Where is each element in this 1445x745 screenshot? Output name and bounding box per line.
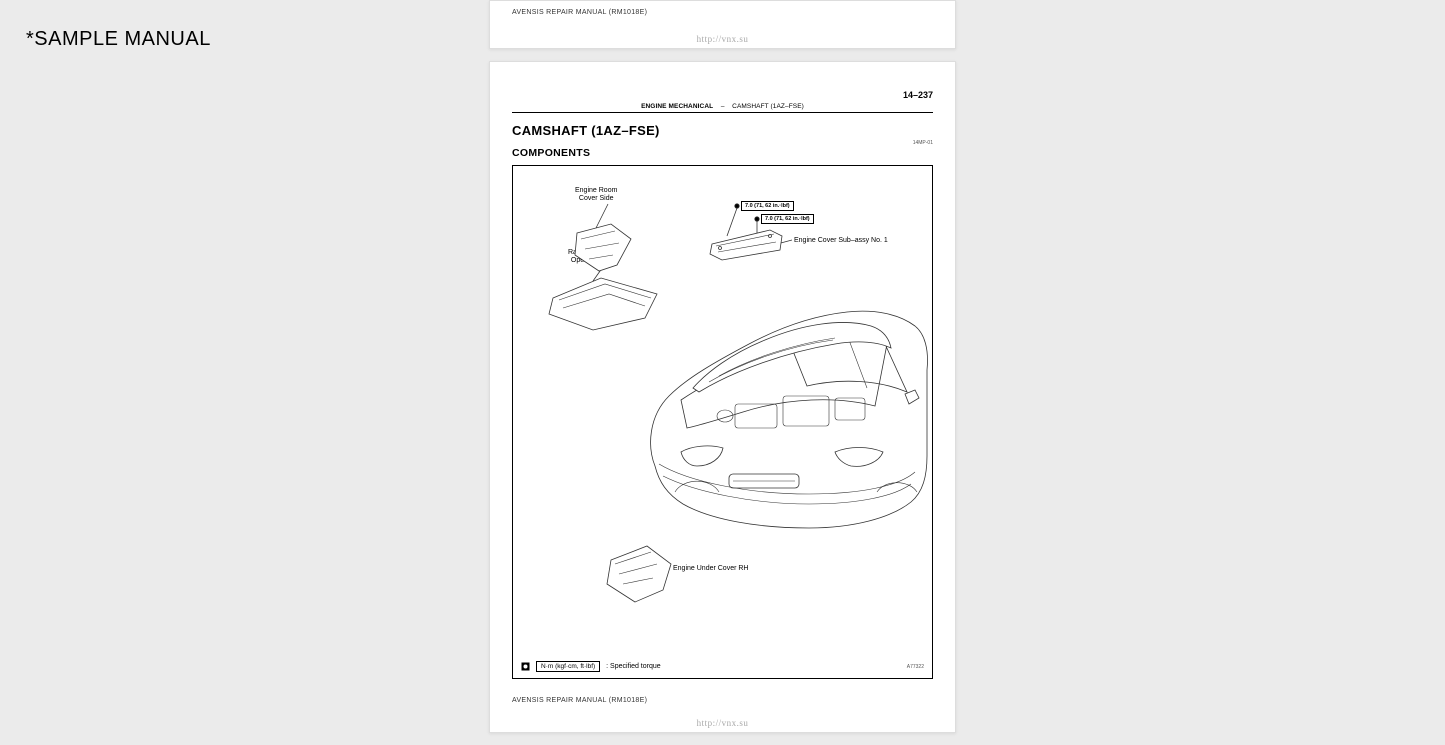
section-header: ENGINE MECHANICAL – CAMSHAFT (1AZ–FSE) xyxy=(512,103,933,113)
document-viewport: AVENSIS REPAIR MANUAL (RM1018E) http://v… xyxy=(489,0,956,745)
part-engine-cover-sub xyxy=(706,226,786,266)
page-title: CAMSHAFT (1AZ–FSE) xyxy=(512,123,933,138)
footer-url: http://vnx.su xyxy=(490,718,955,728)
title-code: 14MP-01 xyxy=(512,140,933,146)
legend-row: N·m (kgf·cm, ft·lbf) : Specified torque … xyxy=(521,661,924,672)
header-sub: CAMSHAFT (1AZ–FSE) xyxy=(732,103,804,110)
page-number: 14–237 xyxy=(512,90,933,100)
callout-engine-room-cover: Engine Room Cover Side xyxy=(575,187,617,203)
diagram-frame: 7.0 (71, 62 in.·lbf) 7.0 (71, 62 in.·lbf… xyxy=(512,165,933,679)
header-sep: – xyxy=(715,103,730,110)
sample-watermark: *SAMPLE MANUAL xyxy=(26,28,211,51)
torque-spec-2: 7.0 (71, 62 in.·lbf) xyxy=(761,214,814,224)
part-engine-room-cover-side xyxy=(569,221,639,276)
callout-engine-under-cover: Engine Under Cover RH xyxy=(673,565,748,573)
legend-label: : Specified torque xyxy=(606,663,660,670)
page-main: 14–237 ENGINE MECHANICAL – CAMSHAFT (1AZ… xyxy=(489,61,956,733)
footer-manual-prev: AVENSIS REPAIR MANUAL (RM1018E) xyxy=(512,9,955,16)
footer-manual: AVENSIS REPAIR MANUAL (RM1018E) xyxy=(512,697,955,704)
page-prev: AVENSIS REPAIR MANUAL (RM1018E) http://v… xyxy=(489,0,956,49)
car-lineart xyxy=(639,296,931,536)
footer-url-prev: http://vnx.su xyxy=(490,34,955,44)
header-section: ENGINE MECHANICAL xyxy=(641,103,713,110)
figure-code: A77322 xyxy=(907,664,924,670)
legend-bullet-icon xyxy=(521,662,530,671)
part-engine-under-cover xyxy=(601,542,679,608)
callout-engine-cover-sub: Engine Cover Sub–assy No. 1 xyxy=(794,237,888,245)
legend-box: N·m (kgf·cm, ft·lbf) xyxy=(536,661,600,672)
page-subtitle: COMPONENTS xyxy=(512,147,933,159)
torque-spec-1: 7.0 (71, 62 in.·lbf) xyxy=(741,201,794,211)
